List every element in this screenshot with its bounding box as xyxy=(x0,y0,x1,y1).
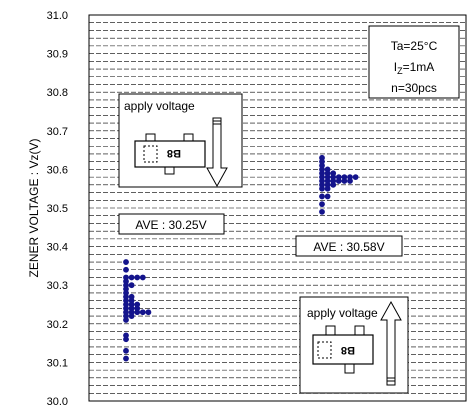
data-point xyxy=(341,174,348,181)
data-point xyxy=(139,274,146,281)
data-point xyxy=(324,193,331,200)
data-point xyxy=(352,174,359,181)
inset-left: apply voltage B8 xyxy=(118,93,243,188)
y-tick-label: 30.5 xyxy=(47,203,68,215)
data-point xyxy=(123,259,129,265)
arrow-up-icon xyxy=(380,300,402,386)
y-tick-label: 30.3 xyxy=(47,280,68,292)
condition-current: IZ=1mA xyxy=(394,60,435,76)
iz-subscript: Z xyxy=(397,66,403,76)
data-point xyxy=(347,174,353,181)
average-right-text: AVE : 30.58V xyxy=(313,240,384,254)
y-tick-label: 30.6 xyxy=(47,164,68,176)
data-point xyxy=(319,154,325,161)
data-point xyxy=(123,266,129,273)
diode-package-icon: B8 xyxy=(312,325,374,374)
data-point xyxy=(335,174,342,181)
iz-value: =1mA xyxy=(403,60,435,74)
inset-right: apply voltage B8 xyxy=(299,296,409,394)
y-tick-label: 30.1 xyxy=(47,357,68,369)
diode-package-icon: B8 xyxy=(134,133,206,175)
data-point xyxy=(319,208,325,215)
inset-right-label: apply voltage xyxy=(307,306,378,320)
data-point xyxy=(128,282,135,289)
data-point xyxy=(123,347,129,354)
y-tick-label: 30.2 xyxy=(47,319,68,331)
data-point xyxy=(145,309,152,316)
plot-frame xyxy=(88,14,467,402)
data-point xyxy=(324,166,331,173)
data-point xyxy=(123,355,129,362)
y-tick-label: 30.9 xyxy=(47,49,68,61)
data-point xyxy=(134,301,141,308)
arrow-down-icon xyxy=(206,117,228,188)
conditions-box: Ta=25°C IZ=1mA n=30pcs xyxy=(368,25,460,99)
data-point xyxy=(123,274,129,281)
y-axis-title: ZENER VOLTAGE : Vz(V) xyxy=(27,139,41,278)
average-label-left: AVE : 30.25V xyxy=(118,213,225,235)
data-point xyxy=(139,309,146,316)
y-axis-ticks: 30.0 30.1 30.2 30.3 30.4 30.5 30.6 30.7 30.8 30.9… xyxy=(47,10,68,408)
data-point xyxy=(123,332,129,339)
data-point xyxy=(319,193,325,200)
data-point xyxy=(128,274,135,281)
y-tick-label: 31.0 xyxy=(47,10,68,22)
data-point xyxy=(319,201,325,208)
y-tick-label: 30.8 xyxy=(47,87,68,99)
svg-text:B8: B8 xyxy=(341,344,355,356)
data-point xyxy=(128,293,135,300)
y-tick-label: 30.4 xyxy=(47,242,68,254)
average-label-right: AVE : 30.58V xyxy=(295,235,403,257)
condition-temperature: Ta=25°C xyxy=(391,39,438,53)
iz-main: I xyxy=(394,60,397,74)
average-left-text: AVE : 30.25V xyxy=(135,218,206,232)
y-tick-label: 30.0 xyxy=(47,396,68,408)
svg-text:B8: B8 xyxy=(167,147,181,159)
data-point xyxy=(330,170,337,177)
inset-left-label: apply voltage xyxy=(124,99,195,113)
condition-sample-count: n=30pcs xyxy=(391,81,437,95)
data-points xyxy=(123,154,359,362)
y-tick-label: 30.7 xyxy=(47,126,68,138)
conditions-frame xyxy=(368,25,460,99)
data-point xyxy=(134,274,141,281)
